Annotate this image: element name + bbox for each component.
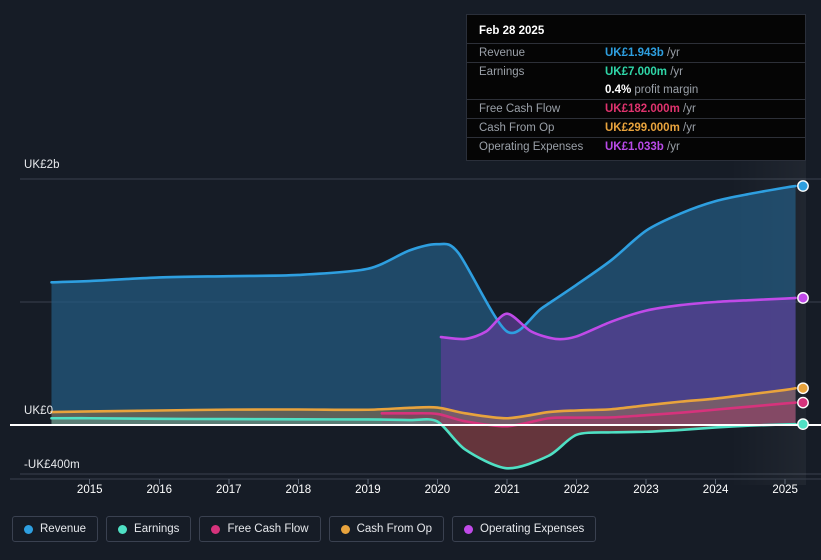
series-end-markers bbox=[797, 180, 809, 431]
y-axis-label: -UK£400m bbox=[24, 459, 80, 471]
tooltip-row-label: Earnings bbox=[467, 62, 605, 81]
legend-color-dot-icon bbox=[118, 524, 128, 534]
legend-item-label: Operating Expenses bbox=[480, 523, 585, 535]
legend-item-label: Earnings bbox=[134, 523, 180, 535]
legend-item-free-cash-flow[interactable]: Free Cash Flow bbox=[199, 516, 321, 542]
tooltip-row-value: UK£7.000m /yr bbox=[605, 62, 805, 81]
legend-color-dot-icon bbox=[211, 524, 221, 534]
x-axis-label: 2016 bbox=[146, 484, 173, 496]
tooltip-row-unit: /yr bbox=[663, 141, 680, 153]
tooltip-row-unit: /yr bbox=[679, 103, 696, 115]
tooltip-subrow: 0.4% profit margin bbox=[467, 81, 805, 100]
series-lines bbox=[50, 184, 797, 470]
tooltip-row-label: Revenue bbox=[467, 43, 605, 63]
tooltip-row-amount: UK£182.000m bbox=[605, 103, 680, 115]
tooltip-profit-margin: 0.4% bbox=[605, 84, 632, 96]
legend-item-operating-expenses[interactable]: Operating Expenses bbox=[452, 516, 597, 542]
tooltip-row: Cash From Op UK£299.000m /yr bbox=[467, 118, 805, 138]
legend-color-dot-icon bbox=[24, 524, 33, 534]
tooltip-subrow-value: 0.4% profit margin bbox=[605, 81, 805, 100]
legend-item-label: Cash From Op bbox=[356, 523, 433, 535]
tooltip-row: Earnings UK£7.000m /yr bbox=[467, 62, 805, 81]
tooltip-row-unit: /yr bbox=[663, 47, 680, 59]
chart-tooltip: Feb 28 2025 Revenue UK£1.943b /yr Earnings… bbox=[466, 14, 806, 161]
x-axis-ticks bbox=[10, 478, 821, 484]
tooltip-row-label: Free Cash Flow bbox=[467, 99, 605, 119]
x-axis-label: 2022 bbox=[563, 484, 590, 496]
legend-item-cash-from-op[interactable]: Cash From Op bbox=[328, 516, 445, 542]
tooltip-row-label: Cash From Op bbox=[467, 118, 605, 138]
tooltip-date: Feb 28 2025 bbox=[479, 25, 545, 37]
x-axis-label: 2019 bbox=[355, 484, 381, 496]
y-axis-label: UK£0 bbox=[24, 405, 54, 417]
tooltip-row-value: UK£1.943b /yr bbox=[605, 43, 805, 63]
tooltip-row-amount: UK£7.000m bbox=[605, 66, 668, 78]
tooltip-row: Revenue UK£1.943b /yr bbox=[467, 43, 805, 63]
tooltip-table: Revenue UK£1.943b /yr Earnings UK£7.000m /y… bbox=[467, 43, 805, 156]
x-axis-label: 2025 bbox=[772, 484, 798, 496]
tooltip-row-amount: UK£1.943b bbox=[605, 47, 664, 59]
tooltip-row-amount: UK£1.033b bbox=[605, 141, 664, 153]
chart-legend[interactable]: Revenue Earnings Free Cash Flow Cash From O… bbox=[12, 516, 597, 542]
tooltip-row-value: UK£1.033b /yr bbox=[605, 137, 805, 156]
x-axis-label: 2021 bbox=[494, 484, 520, 496]
legend-item-revenue[interactable]: Revenue bbox=[12, 516, 99, 542]
legend-color-dot-icon bbox=[340, 524, 350, 534]
x-axis-label: 2024 bbox=[702, 484, 729, 496]
x-axis-label: 2015 bbox=[76, 484, 103, 496]
tooltip-row-amount: UK£299.000m bbox=[605, 122, 680, 134]
legend-item-label: Revenue bbox=[40, 523, 87, 535]
legend-item-label: Free Cash Flow bbox=[227, 523, 309, 535]
tooltip-profit-margin-label: profit margin bbox=[631, 84, 699, 96]
x-axis-label: 2018 bbox=[285, 484, 312, 496]
legend-item-earnings[interactable]: Earnings bbox=[106, 516, 192, 542]
x-axis-label: 2023 bbox=[633, 484, 659, 496]
x-axis-label: 2017 bbox=[216, 484, 242, 496]
tooltip-subrow-spacer bbox=[467, 81, 605, 100]
x-axis-label: 2020 bbox=[424, 484, 451, 496]
tooltip-row-value: UK£299.000m /yr bbox=[605, 118, 805, 138]
legend-color-dot-icon bbox=[464, 524, 474, 534]
tooltip-row-unit: /yr bbox=[667, 66, 683, 78]
tooltip-row-unit: /yr bbox=[679, 122, 696, 134]
tooltip-row: Operating Expenses UK£1.033b /yr bbox=[467, 137, 805, 156]
y-axis-label: UK£2b bbox=[24, 159, 60, 171]
series-areas bbox=[51, 186, 796, 469]
tooltip-row-value: UK£182.000m /yr bbox=[605, 99, 805, 119]
tooltip-row-label: Operating Expenses bbox=[467, 137, 605, 156]
tooltip-row: Free Cash Flow UK£182.000m /yr bbox=[467, 99, 805, 119]
